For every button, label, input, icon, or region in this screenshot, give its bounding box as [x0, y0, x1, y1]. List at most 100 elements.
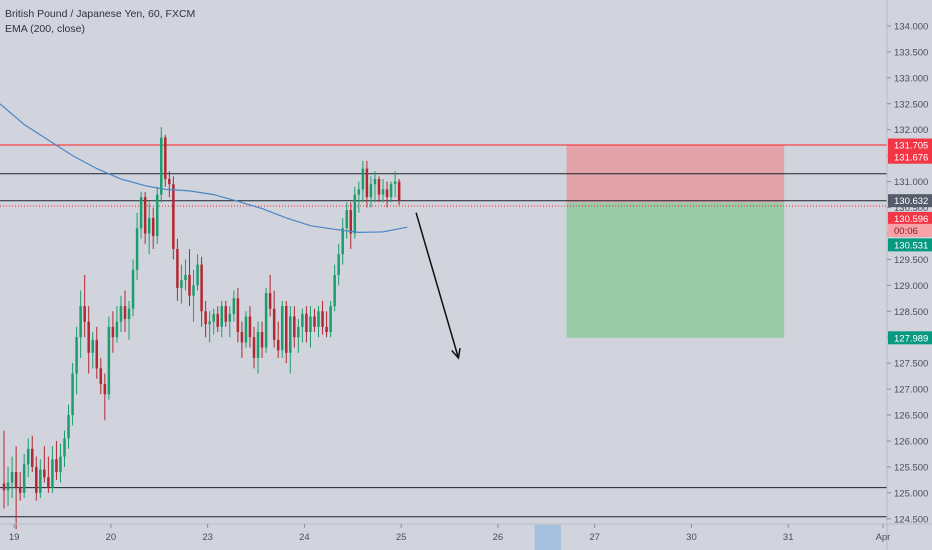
candle-body[interactable]	[244, 316, 248, 343]
candle-body[interactable]	[55, 459, 58, 473]
price-label-tag[interactable]	[888, 138, 932, 152]
candle-body[interactable]	[135, 228, 139, 270]
candle-body[interactable]	[18, 487, 22, 493]
candle-body[interactable]	[341, 228, 344, 255]
candle-body[interactable]	[91, 339, 94, 353]
candle-body[interactable]	[280, 306, 284, 351]
candle-body[interactable]	[272, 308, 276, 340]
candle-body[interactable]	[329, 306, 332, 333]
indicator-label[interactable]: EMA (200, close)	[5, 23, 85, 35]
candle-body[interactable]	[240, 332, 244, 343]
candle-body[interactable]	[357, 189, 361, 195]
ema-line[interactable]	[0, 103, 408, 234]
candle-body[interactable]	[208, 321, 211, 325]
candle-body[interactable]	[196, 264, 199, 286]
candle-body[interactable]	[224, 306, 228, 322]
candle-body[interactable]	[353, 194, 357, 234]
candle-body[interactable]	[147, 217, 151, 234]
candle-body[interactable]	[87, 321, 90, 353]
candle-body[interactable]	[268, 293, 272, 309]
candle-body[interactable]	[168, 178, 171, 185]
price-label-tag[interactable]	[888, 150, 932, 164]
candle-body[interactable]	[289, 316, 292, 353]
candle-body[interactable]	[345, 210, 348, 229]
candle-body[interactable]	[276, 339, 280, 351]
candle-body[interactable]	[155, 194, 159, 237]
candle-body[interactable]	[22, 464, 26, 493]
candle-body[interactable]	[14, 472, 18, 488]
candle-body[interactable]	[160, 137, 163, 195]
candle-body[interactable]	[188, 274, 191, 296]
candle-body[interactable]	[95, 339, 99, 369]
candle-body[interactable]	[305, 313, 308, 333]
candle-body[interactable]	[83, 306, 86, 322]
candle-body[interactable]	[248, 316, 252, 338]
candle-body[interactable]	[176, 249, 179, 288]
candle-body[interactable]	[172, 184, 175, 250]
candle-body[interactable]	[180, 280, 183, 288]
price-label-tag[interactable]	[888, 211, 932, 225]
candle-body[interactable]	[236, 298, 240, 333]
candle-body[interactable]	[35, 466, 38, 493]
candle-body[interactable]	[264, 293, 268, 348]
candle-body[interactable]	[389, 184, 393, 198]
candle-body[interactable]	[43, 469, 46, 478]
candle-body[interactable]	[377, 178, 381, 195]
candle-body[interactable]	[127, 308, 131, 320]
candle-body[interactable]	[63, 438, 66, 457]
candle-body[interactable]	[216, 313, 219, 327]
candle-body[interactable]	[333, 274, 336, 307]
candle-body[interactable]	[313, 316, 316, 327]
candle-body[interactable]	[111, 326, 115, 338]
candle-body[interactable]	[47, 477, 50, 488]
price-label-tag[interactable]	[888, 238, 932, 252]
candle-body[interactable]	[321, 311, 324, 327]
price-label-tag[interactable]	[888, 331, 932, 345]
candle-body[interactable]	[39, 469, 42, 493]
symbol-title[interactable]: British Pound / Japanese Yen, 60, FXCM	[5, 8, 196, 20]
candle-body[interactable]	[220, 306, 223, 327]
candle-body[interactable]	[212, 313, 215, 322]
candle-body[interactable]	[26, 448, 30, 465]
candle-body[interactable]	[75, 337, 78, 374]
candle-body[interactable]	[10, 472, 14, 483]
candle-body[interactable]	[317, 311, 320, 327]
arrow-line[interactable]	[415, 212, 460, 359]
candle-body[interactable]	[200, 264, 203, 312]
candle-body[interactable]	[151, 217, 155, 237]
candle-body[interactable]	[184, 274, 187, 281]
candle-body[interactable]	[309, 316, 312, 333]
candle-body[interactable]	[252, 337, 256, 358]
arrow-head[interactable]	[451, 347, 461, 360]
candle-body[interactable]	[293, 316, 296, 338]
candle-body[interactable]	[79, 306, 82, 338]
candle-body[interactable]	[192, 285, 195, 296]
take-profit-zone[interactable]	[566, 202, 785, 338]
candle-body[interactable]	[107, 326, 111, 395]
candle-body[interactable]	[164, 137, 167, 179]
candle-body[interactable]	[71, 373, 74, 416]
candle-body[interactable]	[232, 298, 236, 314]
candle-body[interactable]	[123, 306, 127, 320]
candle-body[interactable]	[365, 168, 369, 198]
candle-body[interactable]	[99, 368, 103, 384]
candle-body[interactable]	[131, 269, 135, 309]
price-label-tag[interactable]	[888, 223, 932, 237]
price-label-tag[interactable]	[888, 194, 932, 208]
candle-body[interactable]	[349, 210, 353, 234]
candle-body[interactable]	[361, 168, 365, 190]
candle-body[interactable]	[397, 181, 401, 201]
candle-body[interactable]	[6, 482, 10, 491]
candle-body[interactable]	[51, 459, 54, 488]
candle-body[interactable]	[373, 178, 377, 185]
candle-body[interactable]	[256, 332, 260, 358]
candle-body[interactable]	[228, 313, 232, 322]
candle-body[interactable]	[103, 383, 107, 395]
candle-body[interactable]	[301, 313, 304, 327]
candle-body[interactable]	[2, 483, 6, 491]
candle-body[interactable]	[325, 326, 328, 333]
candle-body[interactable]	[59, 456, 62, 473]
candle-body[interactable]	[204, 311, 207, 325]
candle-body[interactable]	[143, 197, 147, 234]
